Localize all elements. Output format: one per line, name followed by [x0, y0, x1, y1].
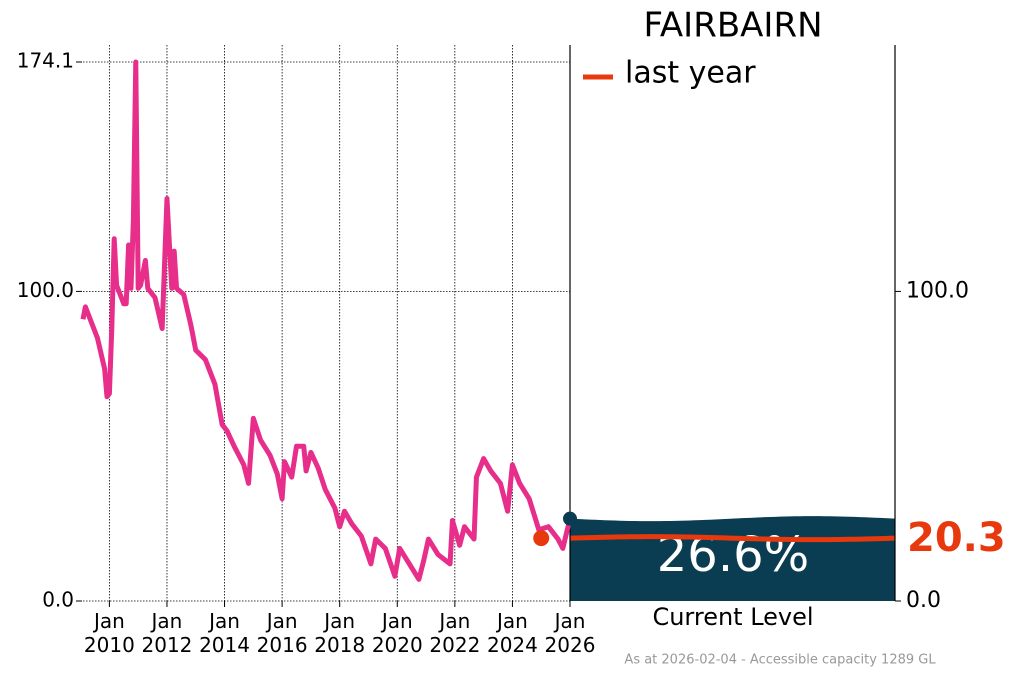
x-tick-label: Jan 2026: [544, 609, 596, 657]
x-tick-label: Jan 2010: [83, 609, 135, 657]
level-line: [80, 59, 573, 582]
y2-tick-label: 100.0: [906, 278, 969, 303]
y-tick-label: 0.0: [42, 588, 74, 612]
x-tick-label: Jan 2020: [371, 609, 423, 657]
y-tick-label: 174.1: [17, 49, 74, 73]
footnote: As at 2026-02-04 - Accessible capacity 1…: [624, 653, 936, 668]
chart-title: FAIRBAIRN: [643, 6, 822, 46]
last-year-line: [569, 534, 896, 543]
current-level-label: Current Level: [652, 603, 813, 631]
last-year-value: 20.3: [907, 515, 1006, 561]
x-tick-label: Jan 2022: [429, 609, 481, 657]
x-tick-label: Jan 2014: [199, 609, 250, 657]
x-tick-label: Jan 2024: [486, 609, 538, 657]
x-tick-label: Jan 2016: [256, 609, 308, 657]
legend-label: last year: [625, 56, 756, 91]
x-tick-label: Jan 2018: [314, 609, 366, 657]
last-year-dot: [533, 530, 550, 547]
y2-tick-label: 0.0: [906, 588, 941, 613]
current-dot: [563, 511, 577, 526]
y-tick-label: 100.0: [17, 278, 74, 302]
x-tick-label: Jan 2012: [141, 609, 193, 657]
